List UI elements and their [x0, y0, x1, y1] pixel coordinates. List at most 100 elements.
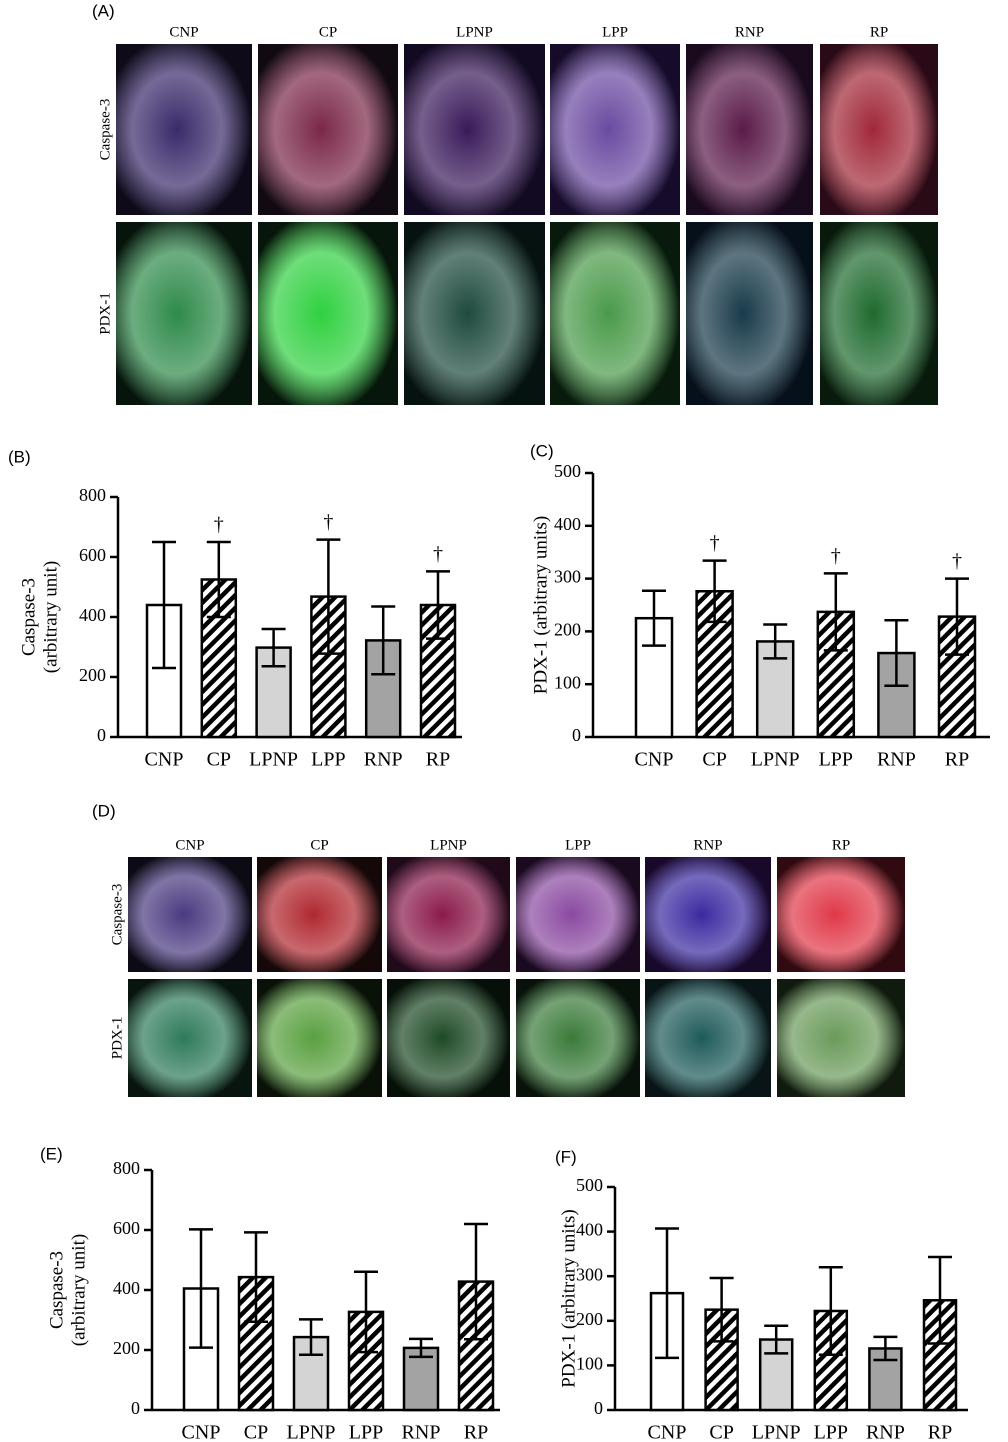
x-tick-label: RNP	[877, 749, 916, 771]
micrograph	[820, 44, 938, 215]
significance-marker: †	[323, 511, 333, 533]
y-tick-label: 0	[572, 725, 581, 745]
y-tick-label: 0	[97, 725, 106, 745]
y-axis-label: PDX-1 (arbitrary units)	[530, 516, 551, 694]
y-tick-label: 800	[79, 485, 106, 505]
x-tick-label: CNP	[635, 749, 674, 771]
panel-label: (A)	[92, 1, 115, 20]
row-label: Caspase-3	[109, 884, 125, 946]
x-tick-label: LPP	[311, 749, 345, 771]
y-axis-label: (arbitrary unit)	[68, 1234, 89, 1346]
x-tick-label: CP	[702, 749, 726, 771]
y-tick-label: 400	[113, 1278, 140, 1298]
micrograph	[777, 857, 905, 972]
y-tick-label: 300	[554, 567, 581, 587]
y-axis-label: Caspase-3	[18, 578, 39, 656]
micrograph	[257, 857, 382, 972]
row-label: Caspase-3	[97, 99, 113, 161]
column-label: LPP	[565, 837, 591, 853]
micrograph	[820, 222, 938, 405]
micrograph	[645, 979, 771, 1097]
micrograph	[116, 222, 252, 405]
panel-label: (C)	[530, 441, 554, 460]
x-tick-label: CP	[207, 749, 231, 771]
y-tick-label: 500	[554, 461, 581, 481]
y-tick-label: 300	[576, 1264, 603, 1284]
column-label: RNP	[735, 24, 764, 40]
column-label: RP	[832, 837, 850, 853]
significance-marker: †	[952, 550, 962, 572]
x-tick-label: LPNP	[249, 749, 298, 771]
x-tick-label: LPNP	[752, 1422, 801, 1442]
x-tick-label: CNP	[182, 1422, 221, 1442]
y-tick-label: 0	[131, 1398, 140, 1418]
micrograph	[257, 979, 382, 1097]
row-label: PDX-1	[109, 1017, 125, 1060]
column-label: RP	[870, 24, 888, 40]
micrograph	[550, 222, 680, 405]
micrograph	[645, 857, 771, 972]
x-tick-label: RNP	[402, 1422, 441, 1442]
micrograph	[686, 44, 813, 215]
micrograph	[404, 222, 545, 405]
x-tick-label: RNP	[866, 1422, 905, 1442]
y-tick-label: 200	[554, 620, 581, 640]
y-tick-label: 200	[113, 1338, 140, 1358]
x-tick-label: RNP	[364, 749, 403, 771]
column-label: CNP	[169, 24, 198, 40]
micrograph	[128, 857, 252, 972]
x-tick-label: LPP	[819, 749, 853, 771]
micrograph	[516, 979, 640, 1097]
micrograph	[550, 44, 680, 215]
significance-marker: †	[214, 514, 224, 536]
x-tick-label: RP	[464, 1422, 488, 1442]
micrograph	[116, 44, 252, 215]
x-tick-label: RP	[928, 1422, 952, 1442]
column-label: CNP	[175, 837, 204, 853]
x-tick-label: CNP	[648, 1422, 687, 1442]
column-label: LPP	[602, 24, 628, 40]
column-label: LPNP	[456, 24, 493, 40]
significance-marker: †	[433, 543, 443, 565]
y-tick-label: 200	[79, 665, 106, 685]
micrograph	[258, 222, 398, 405]
micrograph	[387, 979, 510, 1097]
y-axis-label: (arbitrary unit)	[40, 561, 61, 673]
panel-label: (E)	[40, 1144, 63, 1163]
y-tick-label: 500	[576, 1175, 603, 1195]
column-label: CP	[319, 24, 337, 40]
column-label: CP	[310, 837, 328, 853]
micrograph	[258, 44, 398, 215]
panel-label: (D)	[92, 801, 116, 820]
y-axis-label: PDX-1 (arbitrary units)	[558, 1209, 579, 1387]
x-tick-label: LPP	[349, 1422, 383, 1442]
micrograph	[516, 857, 640, 972]
x-tick-label: RP	[426, 749, 450, 771]
y-axis-label: Caspase-3	[46, 1251, 67, 1329]
y-tick-label: 200	[576, 1309, 603, 1329]
micrograph	[686, 222, 813, 405]
micrograph	[777, 979, 905, 1097]
y-tick-label: 400	[554, 514, 581, 534]
x-tick-label: RP	[945, 749, 969, 771]
x-tick-label: LPP	[814, 1422, 848, 1442]
y-tick-label: 600	[79, 545, 106, 565]
y-tick-label: 400	[576, 1220, 603, 1240]
y-tick-label: 800	[113, 1158, 140, 1178]
panel-label: (F)	[555, 1147, 577, 1166]
column-label: RNP	[693, 837, 722, 853]
x-tick-label: LPNP	[751, 749, 800, 771]
bar	[182, 1287, 220, 1412]
y-tick-label: 400	[79, 605, 106, 625]
panel-label: (B)	[8, 447, 31, 466]
micrograph	[404, 44, 545, 215]
micrograph	[387, 857, 510, 972]
micrograph	[128, 979, 252, 1097]
y-tick-label: 100	[554, 672, 581, 692]
row-label: PDX-1	[97, 292, 113, 335]
y-tick-label: 100	[576, 1354, 603, 1374]
column-label: LPNP	[430, 837, 467, 853]
y-tick-label: 0	[594, 1398, 603, 1418]
x-tick-label: CNP	[145, 749, 184, 771]
